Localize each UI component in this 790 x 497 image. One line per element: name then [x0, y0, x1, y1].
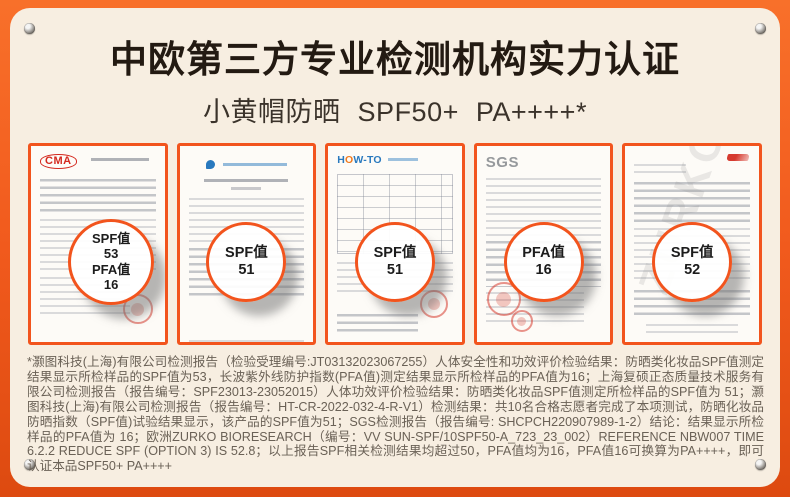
certification-card: 中欧第三方专业检测机构实力认证 小黄帽防晒 SPF50+ PA++++* CMA… — [10, 8, 780, 487]
page-title: 中欧第三方专业检测机构实力认证 — [110, 39, 680, 80]
document-footer-lines — [188, 340, 305, 342]
certificate-sgs: SGS PFA值 16 — [473, 143, 614, 345]
red-stamp-icon — [419, 290, 448, 318]
certificate-blue-emblem-lab: SPF值 51 — [176, 143, 317, 345]
screw-icon — [755, 459, 766, 470]
footnote-text: *灏图科技(上海)有限公司检测报告（检验受理编号:JT0313202306725… — [27, 355, 764, 474]
spf-value-badge: SPF值 53 PFA值 16 — [68, 218, 155, 305]
how-to-logo-text: H — [337, 154, 345, 166]
spf-value-badge: SPF值 51 — [206, 221, 287, 302]
red-stamp-icon — [486, 282, 521, 316]
spf-value-badge: SPF值 52 — [652, 221, 733, 302]
zurko-logo — [725, 154, 751, 161]
certificate-how-to: HOW-TO SPF值 51 — [325, 143, 465, 345]
document-signature-lines — [40, 343, 156, 345]
certificate-zurko: ZURKO SPF值 52 — [622, 143, 762, 345]
blue-emblem-icon — [205, 160, 215, 170]
red-stamp-icon — [510, 310, 533, 332]
how-to-logo-cn-line — [387, 157, 418, 161]
screw-icon — [24, 459, 35, 470]
how-to-logo-text: W-TO — [353, 154, 382, 166]
document-title-line — [204, 179, 289, 182]
pfa-value-badge: PFA值 16 — [503, 221, 584, 302]
sgs-logo: SGS — [485, 154, 519, 171]
cma-logo: CMA — [40, 154, 77, 169]
how-to-logo: HOW-TO — [337, 154, 453, 166]
document-text-lines — [634, 182, 750, 222]
document-text-lines — [40, 179, 156, 213]
spf-value-badge: SPF值 51 — [354, 221, 435, 302]
screw-icon — [755, 23, 766, 34]
certificates-row: CMA SPF值 53 PFA值 16 SPF值 51 — [28, 143, 762, 345]
product-subtitle: 小黄帽防晒 SPF50+ PA++++* — [203, 97, 587, 128]
document-subtitle-line — [231, 187, 262, 190]
document-signature-lines — [337, 314, 419, 334]
lab-name-line — [223, 163, 288, 167]
document-title-line — [91, 158, 150, 161]
screw-icon — [24, 23, 35, 34]
certificate-cma: CMA SPF值 53 PFA值 16 — [28, 143, 168, 345]
document-text-lines — [634, 164, 687, 174]
document-footer-lines — [645, 324, 739, 336]
how-to-logo-o: O — [344, 154, 354, 166]
